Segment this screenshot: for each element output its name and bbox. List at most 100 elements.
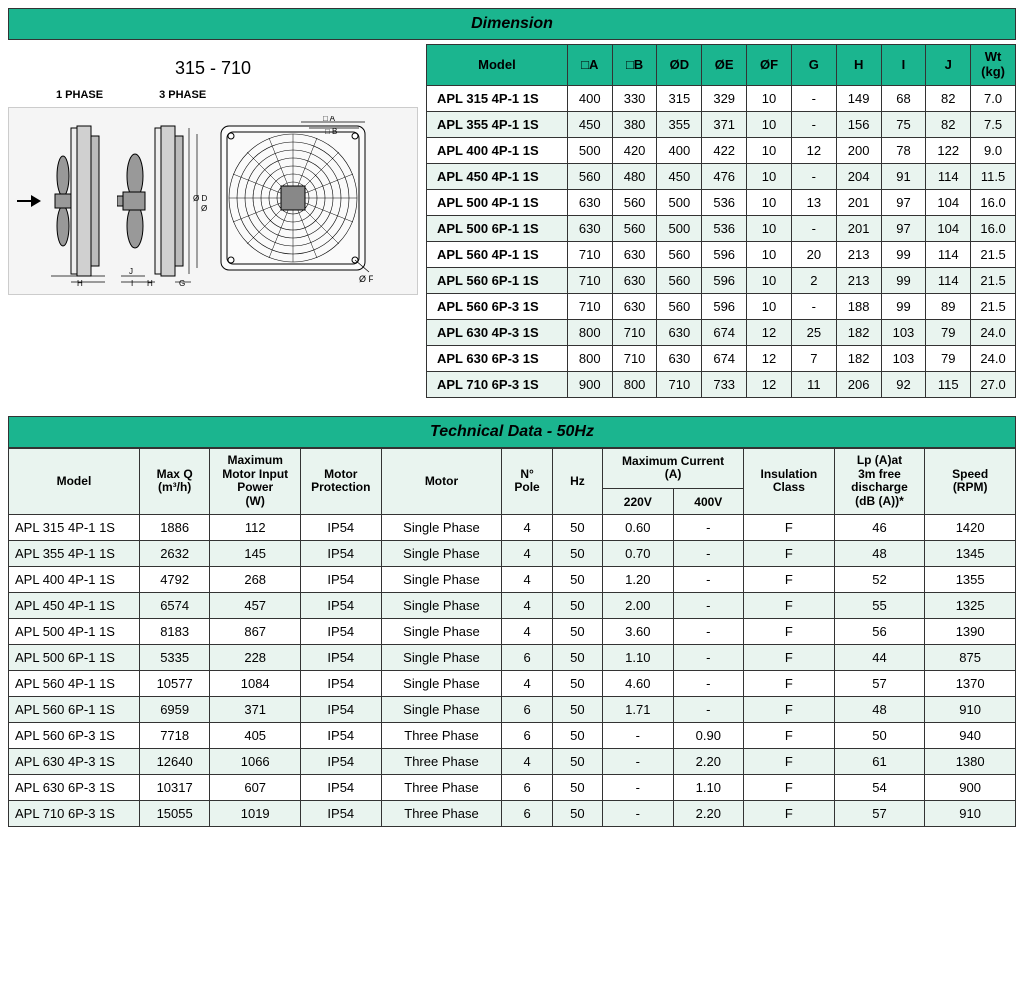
size-range-label: 315 - 710 (8, 58, 418, 79)
data-cell: 10577 (139, 671, 209, 697)
data-cell: 114 (926, 163, 971, 189)
col-header: ØD (657, 45, 702, 86)
data-cell: 910 (925, 697, 1016, 723)
data-cell: 457 (210, 593, 301, 619)
data-cell: 50 (552, 697, 602, 723)
data-cell: 82 (926, 85, 971, 111)
data-cell: 7718 (139, 723, 209, 749)
data-cell: 15055 (139, 801, 209, 827)
data-cell: 1886 (139, 515, 209, 541)
data-cell: IP54 (301, 723, 382, 749)
data-cell: 6574 (139, 593, 209, 619)
data-cell: 560 (612, 189, 657, 215)
model-cell: APL 630 6P-3 1S (427, 345, 568, 371)
data-cell: 1325 (925, 593, 1016, 619)
data-cell: 405 (210, 723, 301, 749)
data-cell: 114 (926, 241, 971, 267)
data-cell: 97 (881, 215, 926, 241)
table-row: APL 500 6P-1 1S5335228IP54Single Phase65… (9, 645, 1016, 671)
data-cell: 75 (881, 111, 926, 137)
data-cell: Single Phase (381, 567, 502, 593)
data-cell: 13 (791, 189, 836, 215)
data-cell: 48 (834, 541, 925, 567)
data-cell: 380 (612, 111, 657, 137)
model-cell: APL 630 6P-3 1S (9, 775, 140, 801)
data-cell: 204 (836, 163, 881, 189)
data-cell: 89 (926, 293, 971, 319)
data-cell: IP54 (301, 749, 382, 775)
model-cell: APL 560 4P-1 1S (9, 671, 140, 697)
col-header: J (926, 45, 971, 86)
data-cell: 1420 (925, 515, 1016, 541)
data-cell: F (744, 593, 835, 619)
data-cell: 330 (612, 85, 657, 111)
data-cell: 10 (747, 137, 792, 163)
table-row: APL 710 6P-3 1S9008007107331211206921152… (427, 371, 1016, 397)
data-cell: 315 (657, 85, 702, 111)
data-cell: 560 (657, 267, 702, 293)
table-row: APL 560 6P-3 1S71063056059610-188998921.… (427, 293, 1016, 319)
data-cell: 329 (702, 85, 747, 111)
model-cell: APL 450 4P-1 1S (427, 163, 568, 189)
data-cell: - (791, 215, 836, 241)
table-row: APL 355 4P-1 1S2632145IP54Single Phase45… (9, 541, 1016, 567)
data-cell: 4 (502, 567, 552, 593)
table-row: APL 500 6P-1 1S63056050053610-2019710416… (427, 215, 1016, 241)
data-cell: 7.0 (971, 85, 1016, 111)
data-cell: 875 (925, 645, 1016, 671)
data-cell: 79 (926, 345, 971, 371)
data-cell: 228 (210, 645, 301, 671)
data-cell: 12 (747, 371, 792, 397)
dimension-table-head: Model□A□BØDØEØFGHIJWt(kg) (427, 45, 1016, 86)
data-cell: 1019 (210, 801, 301, 827)
data-cell: 1.20 (603, 567, 673, 593)
data-cell: 0.70 (603, 541, 673, 567)
data-cell: 536 (702, 189, 747, 215)
data-cell: F (744, 801, 835, 827)
col-subheader: 400V (673, 489, 743, 515)
model-cell: APL 315 4P-1 1S (427, 85, 568, 111)
data-cell: 500 (657, 189, 702, 215)
data-cell: 371 (210, 697, 301, 723)
data-cell: 78 (881, 137, 926, 163)
data-cell: 6 (502, 645, 552, 671)
data-cell: Three Phase (381, 775, 502, 801)
col-header: Maximum Current(A) (603, 448, 744, 488)
data-cell: IP54 (301, 671, 382, 697)
data-cell: 710 (612, 319, 657, 345)
data-cell: IP54 (301, 541, 382, 567)
data-cell: 97 (881, 189, 926, 215)
data-cell: 103 (881, 345, 926, 371)
technical-table: ModelMax Q(m³/h)MaximumMotor InputPower(… (8, 448, 1016, 827)
model-cell: APL 400 4P-1 1S (427, 137, 568, 163)
data-cell: 8183 (139, 619, 209, 645)
data-cell: - (673, 567, 743, 593)
data-cell: - (673, 515, 743, 541)
data-cell: 630 (567, 189, 612, 215)
data-cell: 50 (552, 645, 602, 671)
data-cell: 2.00 (603, 593, 673, 619)
data-cell: 9.0 (971, 137, 1016, 163)
data-cell: 122 (926, 137, 971, 163)
data-cell: IP54 (301, 645, 382, 671)
data-cell: IP54 (301, 775, 382, 801)
data-cell: 560 (567, 163, 612, 189)
data-cell: 900 (925, 775, 1016, 801)
data-cell: 12640 (139, 749, 209, 775)
data-cell: 6 (502, 801, 552, 827)
phase1-label: 1 PHASE (56, 89, 103, 101)
data-cell: 1.10 (603, 645, 673, 671)
data-cell: - (791, 293, 836, 319)
data-cell: 114 (926, 267, 971, 293)
data-cell: 480 (612, 163, 657, 189)
data-cell: Three Phase (381, 749, 502, 775)
svg-text:G: G (179, 279, 185, 286)
data-cell: 2.20 (673, 749, 743, 775)
model-cell: APL 630 4P-3 1S (9, 749, 140, 775)
data-cell: 7.5 (971, 111, 1016, 137)
data-cell: 1345 (925, 541, 1016, 567)
data-cell: IP54 (301, 593, 382, 619)
data-cell: 61 (834, 749, 925, 775)
data-cell: 12 (747, 319, 792, 345)
col-header: Lp (A)at3m freedischarge(dB (A))* (834, 448, 925, 514)
